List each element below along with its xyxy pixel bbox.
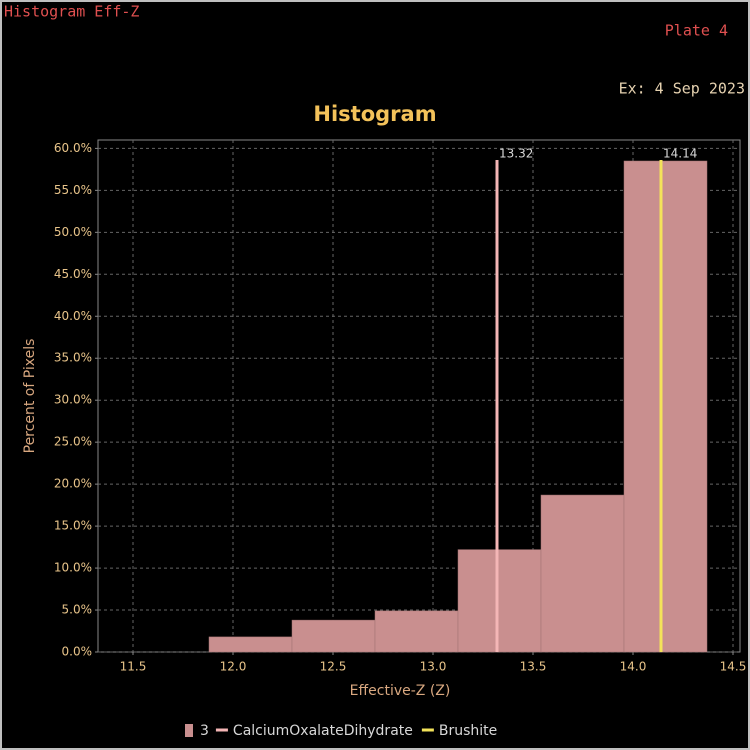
y-tick-label: 15.0% [54, 519, 92, 533]
reference-label: 13.32 [499, 147, 533, 161]
window-title: Histogram Eff-Z [4, 3, 139, 21]
y-tick-label: 5.0% [62, 603, 93, 617]
y-tick-label: 20.0% [54, 477, 92, 491]
y-tick-label: 25.0% [54, 435, 92, 449]
y-tick-label: 10.0% [54, 561, 92, 575]
plate-label: Plate 4 [665, 22, 728, 40]
bar [291, 619, 376, 653]
x-tick-label: 13.5 [520, 660, 547, 674]
bar [540, 494, 625, 653]
x-tick-label: 14.5 [720, 660, 747, 674]
x-tick-label: 13.0 [420, 660, 447, 674]
bar [457, 549, 542, 653]
bar [374, 610, 459, 653]
legend-label: 3 [200, 723, 209, 739]
y-tick-label: 50.0% [54, 225, 92, 239]
y-axis-label: Percent of Pixels [22, 339, 38, 454]
y-tick-label: 35.0% [54, 351, 92, 365]
x-tick-label: 12.5 [320, 660, 347, 674]
chart-title: Histogram [313, 102, 436, 126]
y-tick-label: 45.0% [54, 267, 92, 281]
legend-label: Brushite [439, 723, 497, 739]
y-tick-label: 60.0% [54, 141, 92, 155]
legend-label: CalciumOxalateDihydrate [233, 723, 413, 739]
bar [208, 636, 293, 653]
reference-label: 14.14 [663, 147, 697, 161]
y-tick-label: 30.0% [54, 393, 92, 407]
x-tick-label: 11.5 [120, 660, 147, 674]
x-axis-label: Effective-Z (Z) [350, 683, 451, 699]
x-tick-label: 14.0 [620, 660, 647, 674]
y-tick-label: 55.0% [54, 183, 92, 197]
y-tick-label: 40.0% [54, 309, 92, 323]
bar [623, 160, 708, 653]
y-tick-label: 0.0% [62, 645, 93, 659]
date-label: Ex: 4 Sep 2023 [619, 80, 745, 98]
legend-swatch [185, 724, 193, 737]
x-tick-label: 12.0 [220, 660, 247, 674]
